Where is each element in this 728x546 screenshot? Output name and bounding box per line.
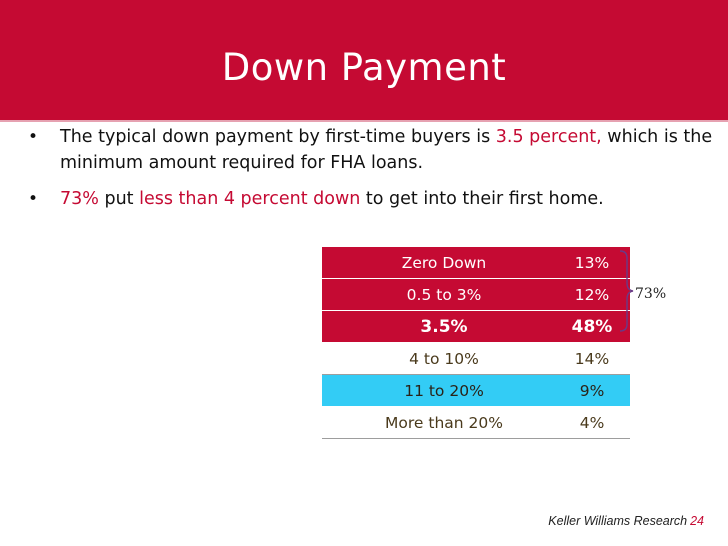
slide-title: Down Payment: [221, 46, 507, 89]
table-row: 3.5% 48%: [322, 310, 630, 343]
row-value: 9%: [554, 374, 630, 407]
bullet-dot-icon: •: [28, 189, 39, 209]
bullet-2-highlight-phrase: less than 4 percent down: [139, 189, 361, 209]
bullet-item-1: • The typical down payment by first-time…: [26, 124, 716, 176]
row-value: 14%: [554, 342, 630, 375]
table-row: 4 to 10% 14%: [322, 342, 630, 375]
row-label: More than 20%: [322, 406, 554, 439]
bullet-item-2: • 73% put less than 4 percent down to ge…: [26, 186, 716, 212]
page-number: 24: [690, 514, 704, 528]
row-label: 3.5%: [322, 310, 554, 343]
footer-source: Keller Williams Research: [548, 514, 688, 528]
row-value: 4%: [554, 406, 630, 439]
row-value: 12%: [554, 278, 630, 311]
row-label: 11 to 20%: [322, 374, 554, 407]
row-label: 0.5 to 3%: [322, 278, 554, 311]
bullet-list: • The typical down payment by first-time…: [26, 124, 716, 222]
brace-label: 73%: [635, 286, 667, 302]
bullet-1-highlight: 3.5 percent,: [495, 127, 602, 147]
bullet-text-1: The typical down payment by first-time b…: [60, 127, 712, 173]
down-payment-table: Zero Down 13% 0.5 to 3% 12% 3.5% 48% 4 t…: [322, 246, 630, 439]
title-bar: Down Payment: [0, 0, 728, 122]
bullet-2-part-2: put: [98, 189, 140, 209]
bullet-2-part-4: to get into their first home.: [360, 189, 604, 209]
table-row: Zero Down 13%: [322, 246, 630, 279]
bullet-1-part-3: which is the minimum amount required for…: [60, 127, 713, 173]
table-row: More than 20% 4%: [322, 406, 630, 439]
bullet-dot-icon: •: [28, 127, 39, 147]
row-label: 4 to 10%: [322, 342, 554, 375]
table-row: 0.5 to 3% 12%: [322, 278, 630, 311]
bullet-1-part-1: The typical down payment by first-time b…: [60, 127, 496, 147]
row-value: 48%: [554, 310, 630, 343]
footer: Keller Williams Research 24: [548, 514, 704, 528]
row-value: 13%: [554, 246, 630, 279]
curly-brace-icon: [619, 250, 634, 332]
bullet-text-2: 73% put less than 4 percent down to get …: [60, 189, 604, 209]
bullet-2-highlight-percent: 73%: [60, 189, 99, 209]
table-row: 11 to 20% 9%: [322, 374, 630, 407]
row-label: Zero Down: [322, 246, 554, 279]
